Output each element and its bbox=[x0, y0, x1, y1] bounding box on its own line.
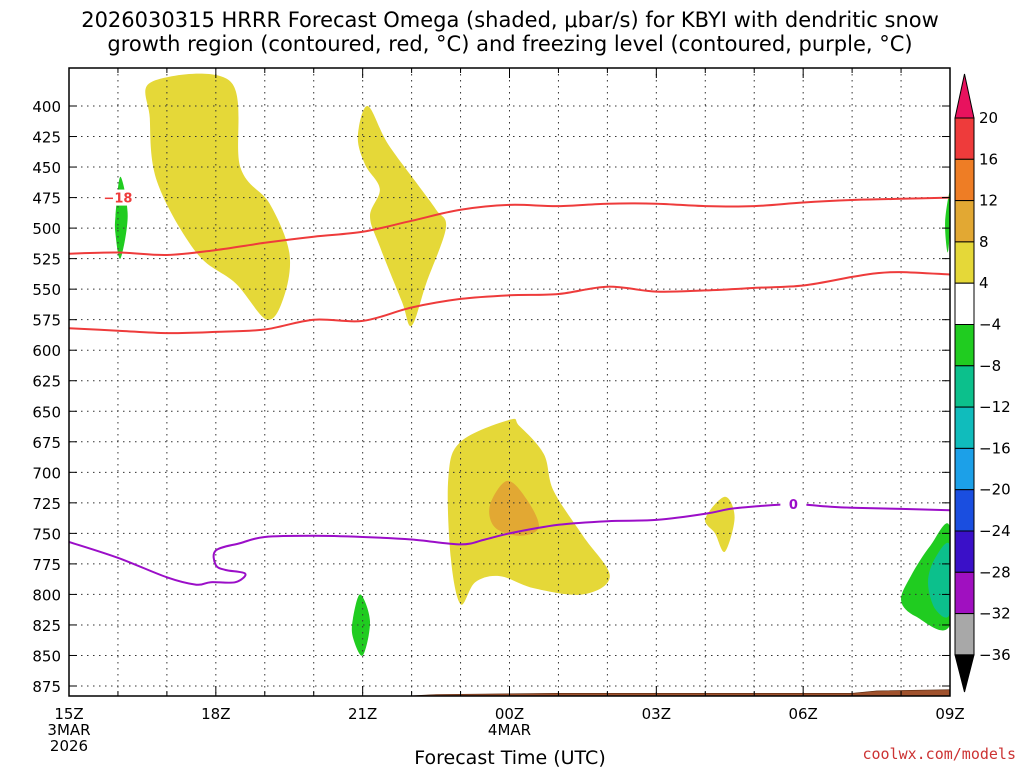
colorbar-segment bbox=[954, 571, 975, 615]
colorbar-label: −12 bbox=[979, 398, 1011, 416]
colorbar-bottom-arrow bbox=[954, 654, 975, 693]
colorbar-label: −8 bbox=[979, 357, 1001, 375]
colorbar-label: 8 bbox=[979, 233, 989, 251]
contour-line-1 bbox=[69, 271, 950, 335]
contour-label-bg bbox=[780, 496, 807, 513]
x-tick-label: 3MAR bbox=[47, 721, 90, 739]
colorbar-label: −4 bbox=[979, 316, 1001, 334]
y-tick-label: 400 bbox=[32, 98, 61, 116]
contour-line-2 bbox=[69, 503, 950, 586]
shaded-region-3 bbox=[489, 480, 540, 536]
contour-label-layer: −18 0 bbox=[103, 189, 807, 513]
y-tick-label: 825 bbox=[32, 617, 61, 635]
x-tick-label: 18Z bbox=[201, 705, 230, 723]
x-tick-label: 00Z bbox=[495, 705, 524, 723]
y-tick-label: 425 bbox=[32, 129, 61, 147]
colorbar-label: 4 bbox=[979, 274, 989, 292]
y-tick-label: 875 bbox=[32, 678, 61, 696]
shaded-region-7 bbox=[945, 191, 950, 253]
shaded-region-1 bbox=[357, 105, 447, 327]
shaded-region-9 bbox=[928, 542, 950, 618]
credit-text: coolwx.com/models bbox=[862, 745, 1016, 763]
chart-title-line-1: 2026030315 HRRR Forecast Omega (shaded, … bbox=[81, 8, 939, 32]
colorbar-segment bbox=[954, 158, 975, 202]
y-tick-label: 700 bbox=[32, 464, 61, 482]
y-tick-label: 600 bbox=[32, 342, 61, 360]
x-tick-label: 03Z bbox=[642, 705, 671, 723]
colorbar-segment bbox=[954, 406, 975, 449]
y-tick-label: 450 bbox=[32, 159, 61, 177]
colorbar-label: −20 bbox=[979, 481, 1011, 499]
y-axis-ticks: 400 425 450 475 500 525 550 575 600 625 650 675 700 7… bbox=[32, 98, 950, 696]
colorbar-label: −24 bbox=[979, 522, 1011, 540]
colorbar-segment bbox=[954, 447, 975, 491]
contour-label-bg bbox=[104, 189, 131, 206]
y-tick-label: 775 bbox=[32, 556, 61, 574]
contour-line-0 bbox=[69, 196, 950, 257]
colorbar-label: −28 bbox=[979, 563, 1011, 581]
contour-label-0: −18 bbox=[103, 192, 132, 207]
colorbar-segment bbox=[954, 117, 975, 160]
shaded-region-4 bbox=[705, 496, 735, 552]
y-tick-label: 500 bbox=[32, 220, 61, 238]
y-tick-label: 750 bbox=[32, 525, 61, 543]
colorbar-segment bbox=[954, 282, 975, 326]
x-axis-label: Forecast Time (UTC) bbox=[414, 747, 605, 768]
colorbar-segment bbox=[954, 489, 975, 532]
y-tick-label: 625 bbox=[32, 373, 61, 391]
colorbar-label: 16 bbox=[979, 150, 998, 168]
y-tick-label: 475 bbox=[32, 190, 61, 208]
y-tick-label: 525 bbox=[32, 251, 61, 269]
contour-label-2: 0 bbox=[789, 498, 798, 513]
colorbar-segment bbox=[954, 613, 975, 656]
y-tick-label: 850 bbox=[32, 647, 61, 665]
y-tick-label: 650 bbox=[32, 403, 61, 421]
shaded-region-6 bbox=[351, 594, 371, 656]
colorbar-label: 12 bbox=[979, 192, 998, 210]
colorbar-label: −16 bbox=[979, 439, 1011, 457]
y-tick-label: 550 bbox=[32, 281, 61, 299]
chart-title-line-2: growth region (contoured, red, °C) and f… bbox=[107, 32, 912, 56]
colorbar-segment bbox=[954, 365, 975, 408]
colorbar-segment bbox=[954, 324, 975, 367]
y-tick-label: 675 bbox=[32, 434, 61, 452]
contour-layer bbox=[69, 196, 950, 586]
y-tick-label: 575 bbox=[32, 312, 61, 330]
grid-layer bbox=[68, 68, 951, 696]
x-tick-label: 15Z bbox=[54, 705, 83, 723]
y-tick-label: 725 bbox=[32, 495, 61, 513]
colorbar-segment bbox=[954, 530, 975, 573]
colorbar-label: −36 bbox=[979, 646, 1011, 664]
colorbar-label: −32 bbox=[979, 605, 1011, 623]
colorbar-segment bbox=[954, 200, 975, 243]
y-tick-label: 800 bbox=[32, 586, 61, 604]
x-tick-label: 4MAR bbox=[488, 721, 531, 739]
x-tick-label: 2026 bbox=[50, 737, 88, 755]
x-tick-label: 06Z bbox=[788, 705, 817, 723]
shaded-region-0 bbox=[145, 73, 291, 320]
colorbar: 20 16 12 8 4 −4 −8 −12 −16 −20 −24 −28 −32 −36 bbox=[954, 73, 1011, 693]
colorbar-label: 20 bbox=[979, 109, 998, 127]
omega-shading-layer bbox=[114, 73, 950, 656]
x-tick-label: 21Z bbox=[348, 705, 377, 723]
colorbar-segment bbox=[954, 241, 975, 284]
x-tick-label: 09Z bbox=[935, 705, 964, 723]
